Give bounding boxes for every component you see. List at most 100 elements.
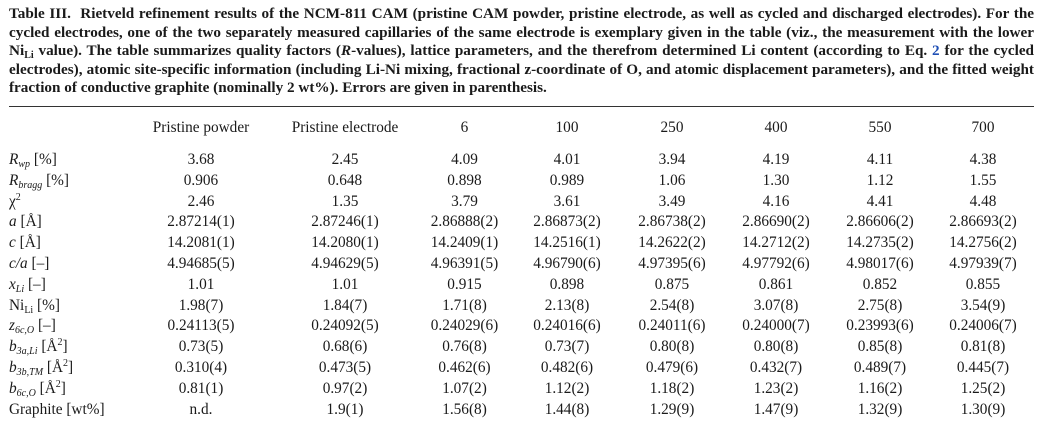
equation-link[interactable]: 2 [932, 42, 940, 60]
row-label: c [Å] [9, 234, 41, 252]
col-header: 550 [868, 119, 892, 137]
table-cell: 14.2622(2) [638, 234, 706, 252]
table-cell: 0.648 [327, 171, 363, 189]
table-row: b6c,O [Å2] 0.81(1) 0.97(2) 1.07(2) 1.12(2) 1.… [9, 379, 1034, 400]
table-cell: 2.54(8) [649, 296, 695, 314]
table-cell: 4.94629(5) [311, 254, 379, 272]
table-cell: 0.23993(6) [846, 317, 914, 335]
col-header: 250 [660, 119, 684, 137]
table-cell: 14.2080(1) [311, 234, 379, 252]
row-label: xLi [–] [9, 275, 46, 295]
table-cell: 0.898 [447, 171, 482, 189]
table-cell: 14.2409(1) [430, 234, 499, 252]
table-row: NiLi [%] 1.98(7) 1.84(7) 1.71(8) 2.13(8) 2.54… [9, 296, 1034, 317]
table-row: a [Å] 2.87214(1) 2.87246(1) 2.86888(2) 2.868… [9, 212, 1034, 233]
table-cell: 2.87214(1) [167, 213, 235, 231]
col-header: 700 [971, 119, 995, 137]
table-cell: 0.855 [965, 275, 1001, 293]
table-cell: 1.44(8) [544, 400, 590, 418]
table-row: xLi [–] 1.01 1.01 0.915 0.898 0.875 0.861 0.852… [9, 275, 1034, 296]
table-row: b3b,TM [Å2] 0.310(4) 0.473(5) 0.462(6) 0.482… [9, 358, 1034, 379]
table-cell: 2.46 [187, 192, 215, 210]
table-cell: 0.875 [654, 275, 690, 293]
table-cell: 0.24029(6) [430, 317, 499, 335]
table-cell: 1.98(7) [178, 296, 224, 314]
table-cell: n.d. [189, 400, 213, 418]
table-cell: 1.47(9) [753, 400, 799, 418]
table-cell: 3.61 [553, 192, 581, 210]
table-cell: 2.86888(2) [430, 213, 499, 231]
row-label: b3a,Li [Å2] [9, 337, 68, 358]
table-cell: 0.432(7) [749, 358, 803, 376]
table-caption: Table III. Rietveld refinement results o… [9, 5, 1035, 97]
table-cell: 2.45 [331, 150, 359, 168]
table-cell: 0.906 [183, 171, 219, 189]
results-table: Pristine powder Pristine electrode 6 100… [9, 107, 1034, 420]
table-cell: 0.73(7) [544, 338, 590, 356]
table-cell: 4.38 [969, 150, 997, 168]
row-label: z6c,O [–] [9, 317, 56, 337]
table-cell: 0.76(8) [442, 338, 487, 356]
row-label: Graphite [wt%] [9, 400, 105, 418]
row-label: Rwp [%] [9, 150, 57, 170]
table-cell: 0.24011(6) [638, 317, 706, 335]
table-row: c/a [–] 4.94685(5) 4.94629(5) 4.96391(5) 4.9… [9, 254, 1034, 275]
table-cell: 0.482(6) [540, 358, 594, 376]
table-cell: 4.09 [451, 150, 478, 168]
table-cell: 2.86873(2) [533, 213, 601, 231]
table-cell: 0.989 [549, 171, 585, 189]
table-cell: 4.19 [762, 150, 790, 168]
table-cell: 0.24092(5) [311, 317, 379, 335]
table-cell: 0.479(6) [645, 358, 699, 376]
table-cell: 1.01 [187, 275, 215, 293]
row-label: c/a [–] [9, 254, 50, 272]
table-cell: 1.55 [969, 171, 997, 189]
table-cell: 0.80(8) [753, 338, 799, 356]
table-cell: 2.13(8) [544, 296, 590, 314]
table-cell: 3.54(9) [960, 296, 1006, 314]
header-row: Pristine powder Pristine electrode 6 100… [9, 107, 1034, 150]
table-cell: 14.2081(1) [167, 234, 235, 252]
table-label: Table III. [9, 5, 71, 22]
table-row: b3a,Li [Å2] 0.73(5) 0.68(6) 0.76(8) 0.73(7) 0… [9, 337, 1034, 358]
row-label: NiLi [%] [9, 296, 60, 316]
table-row: χ2 2.46 1.35 3.79 3.61 3.49 4.16 4.41 4.48 [9, 192, 1034, 213]
table-row: Graphite [wt%] n.d. 1.9(1) 1.56(8) 1.44(8) 1.… [9, 400, 1034, 421]
table-cell: 4.97395(6) [638, 254, 706, 272]
table-cell: 0.81(1) [178, 379, 224, 397]
row-label: b3b,TM [Å2] [9, 357, 74, 378]
table-cell: 4.94685(5) [167, 254, 235, 272]
table-cell: 1.71(8) [442, 296, 487, 314]
table-cell: 0.81(8) [960, 338, 1006, 356]
table-cell: 1.12 [866, 171, 894, 189]
row-label: b6c,O [Å2] [9, 378, 66, 399]
table-cell: 0.73(5) [178, 338, 224, 356]
table-cell: 4.96790(6) [533, 254, 601, 272]
table-cell: 0.462(6) [438, 358, 491, 376]
table-cell: 0.445(7) [956, 358, 1010, 376]
table-cell: 2.86738(2) [638, 213, 706, 231]
table-cell: 2.86690(2) [742, 213, 810, 231]
table-cell: 0.473(5) [318, 358, 372, 376]
table-cell: 14.2516(1) [533, 234, 601, 252]
table-cell: 3.68 [187, 150, 215, 168]
table-cell: 1.29(9) [649, 400, 695, 418]
table-cell: 2.86693(2) [949, 213, 1017, 231]
table-cell: 0.310(4) [174, 358, 228, 376]
table-cell: 1.07(2) [442, 379, 487, 397]
col-header: 6 [460, 119, 469, 137]
header-empty [9, 107, 127, 150]
table-cell: 14.2756(2) [949, 234, 1017, 252]
table-cell: 0.915 [447, 275, 482, 293]
table-cell: 1.30 [762, 171, 790, 189]
table-cell: 0.68(6) [322, 338, 368, 356]
table-cell: 0.24000(7) [742, 317, 810, 335]
table-cell: 0.97(2) [322, 379, 368, 397]
table-cell: 1.25(2) [960, 379, 1006, 397]
table-cell: 1.30(9) [960, 400, 1006, 418]
table-cell: 1.18(2) [649, 379, 695, 397]
table-cell: 4.11 [866, 150, 894, 168]
table-cell: 1.16(2) [857, 379, 903, 397]
table-cell: 1.84(7) [322, 296, 368, 314]
